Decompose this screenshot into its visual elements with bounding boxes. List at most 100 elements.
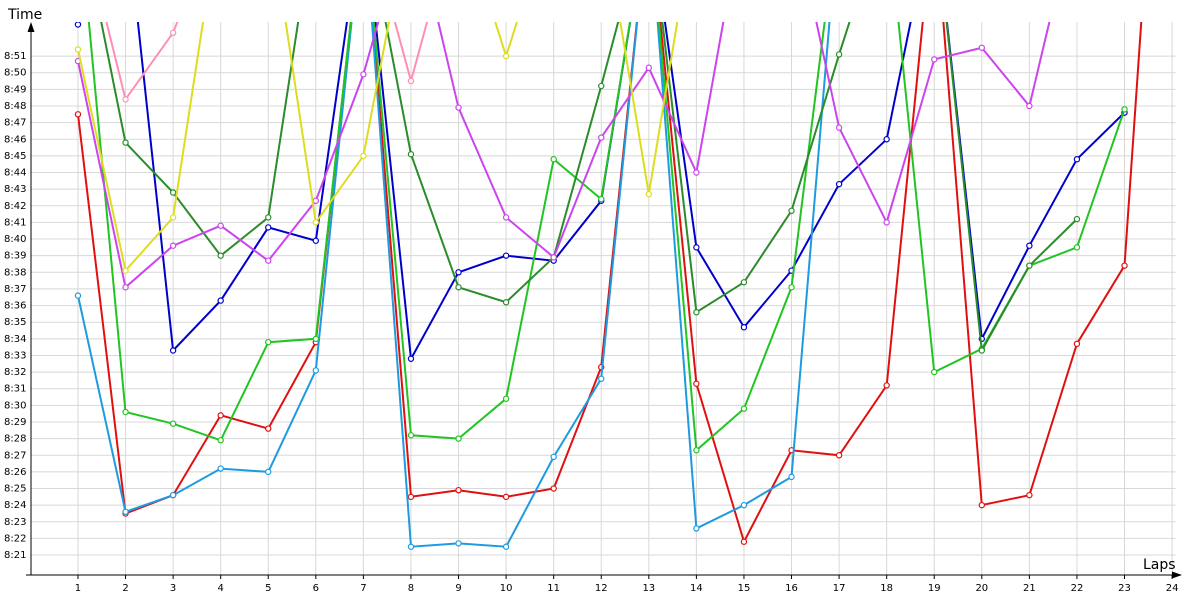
data-point [502,214,510,221]
data-point [407,77,415,85]
data-point [360,152,367,160]
y-tick-label: 8:36 [4,301,26,312]
data-point [74,292,82,299]
data-point [693,525,700,532]
data-point [169,214,177,221]
data-point [693,169,700,176]
x-axis-arrow [1172,571,1182,579]
data-point [550,156,557,163]
data-point [502,299,510,306]
data-point [122,96,129,103]
x-tick-label: 20 [975,583,988,594]
data-point [550,485,557,492]
y-tick-label: 8:49 [4,84,26,95]
data-point [312,237,320,244]
data-point [1026,242,1033,249]
data-point [835,124,843,131]
y-tick-label: 8:34 [4,334,26,345]
y-tick-label: 8:41 [4,217,26,228]
x-tick-label: 24 [1166,583,1179,594]
y-tick-label: 8:47 [4,118,26,129]
data-point [550,453,557,461]
data-point [835,180,843,188]
data-point [169,189,177,196]
data-point [74,111,82,118]
data-point [693,244,700,251]
data-point [407,151,415,158]
y-tick-label: 8:44 [4,168,26,179]
data-point [740,538,748,545]
data-point [217,222,224,229]
y-tick-label: 8:51 [4,51,26,62]
data-point [502,52,510,60]
data-point [598,82,605,90]
x-tick-label: 16 [785,583,798,594]
x-tick-label: 23 [1118,583,1131,594]
data-point [407,355,415,362]
data-point [360,71,367,78]
x-tick-label: 21 [1023,583,1036,594]
x-tick-label: 1 [75,583,81,594]
data-point [217,465,224,472]
y-tick-label: 8:40 [4,234,26,245]
y-tick-label: 8:31 [4,384,26,395]
data-point [835,51,843,58]
data-point [978,347,986,354]
data-point [455,540,462,547]
y-tick-label: 8:42 [4,201,26,212]
data-point [502,543,510,550]
x-tick-label: 10 [500,583,513,594]
data-point [169,491,177,499]
data-point [1073,215,1081,223]
data-point [598,195,605,203]
data-point [74,22,82,28]
data-point [598,375,605,382]
data-point [1026,102,1033,110]
series-line [100,22,1078,354]
data-point [122,284,129,291]
y-axis-arrow [27,22,35,32]
data-point [122,408,129,416]
data-point [645,64,653,71]
y-tick-label: 8:48 [4,101,26,112]
x-tick-label: 18 [880,583,893,594]
data-point [693,309,700,316]
x-tick-label: 11 [547,583,560,594]
y-tick-label: 8:22 [4,533,26,544]
data-point [978,44,986,51]
data-point [122,267,129,274]
data-point [312,219,320,226]
series-line [77,22,1051,290]
x-tick-label: 8 [408,583,414,594]
y-tick-label: 8:30 [4,400,26,411]
data-point [1026,491,1033,499]
data-point [455,435,462,442]
y-tick-label: 8:39 [4,251,26,262]
data-point [1026,262,1033,269]
x-tick-label: 12 [595,583,608,594]
data-point [740,501,748,509]
data-point [265,257,272,264]
data-point [1073,340,1081,348]
data-point [645,190,653,198]
x-tick-label: 6 [313,583,319,594]
x-tick-label: 4 [217,583,223,594]
x-tick-label: 5 [265,583,271,594]
data-point [788,473,795,481]
y-tick-label: 8:28 [4,434,26,445]
x-tick-label: 17 [833,583,846,594]
y-tick-label: 8:24 [4,500,26,511]
data-point [312,367,320,374]
y-tick-label: 8:38 [4,267,26,278]
data-point [740,405,748,412]
y-tick-label: 8:21 [4,550,26,561]
x-tick-label: 19 [928,583,941,594]
x-tick-label: 14 [690,583,703,594]
data-point [931,368,938,376]
data-point [312,335,320,343]
data-point [122,139,129,146]
y-tick-label: 8:26 [4,467,26,478]
data-point [740,279,748,286]
data-point [455,486,462,494]
